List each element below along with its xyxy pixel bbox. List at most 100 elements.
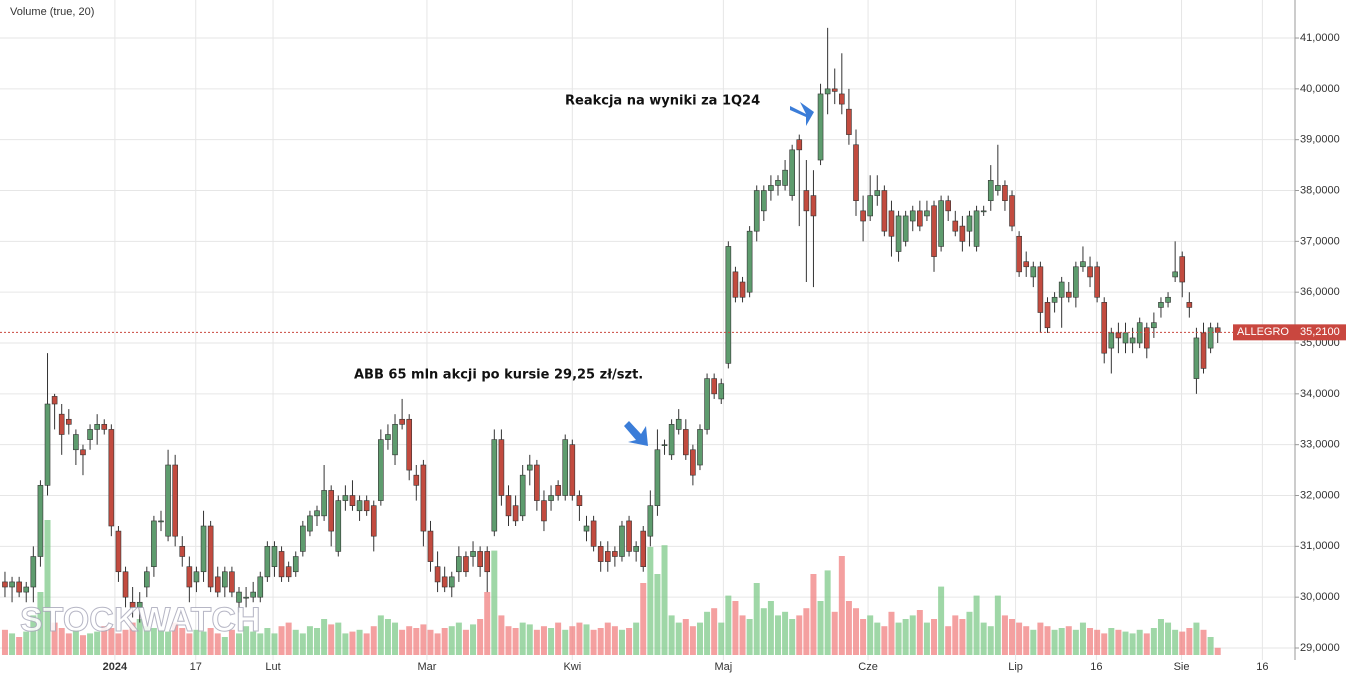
- arrow: [790, 102, 814, 126]
- candle-body: [406, 418, 413, 471]
- candle-body: [193, 571, 200, 583]
- volume-bar: [618, 629, 625, 655]
- candle-body: [200, 525, 207, 573]
- volume-bar: [682, 619, 689, 655]
- volume-bar: [746, 619, 753, 655]
- candle-body: [704, 378, 710, 430]
- candle-body: [1143, 327, 1150, 349]
- volume-bar: [370, 626, 377, 655]
- volume-bar: [356, 629, 363, 655]
- y-tick-label: 33,0000: [1300, 439, 1340, 451]
- candle-body: [959, 225, 966, 242]
- candle-body: [1115, 332, 1122, 339]
- candle-body: [1080, 261, 1086, 268]
- volume-bar: [774, 615, 781, 655]
- candle-body: [370, 505, 377, 537]
- volume-bar: [952, 615, 959, 655]
- candle-body: [1158, 302, 1164, 308]
- volume-bar: [1122, 631, 1129, 655]
- candle-body: [37, 485, 44, 557]
- volume-bar: [278, 626, 285, 655]
- candle-body: [314, 510, 320, 517]
- candle-body: [1214, 327, 1221, 333]
- chart-title: Volume (true, 20): [10, 6, 94, 18]
- volume-bar: [831, 611, 838, 655]
- candle-body: [1009, 195, 1015, 227]
- volume-bar: [732, 601, 739, 655]
- candle-body: [214, 576, 221, 593]
- volume-bar: [94, 631, 101, 655]
- volume-bar: [945, 626, 952, 655]
- candle-body: [300, 525, 306, 552]
- candle-body: [58, 413, 65, 435]
- volume-bar: [79, 635, 86, 655]
- candle-body: [2, 581, 8, 588]
- volume-bar: [640, 583, 647, 655]
- volume-bar: [633, 622, 640, 655]
- volume-bar: [200, 631, 207, 655]
- volume-bar: [484, 592, 491, 655]
- candle-body: [541, 500, 547, 522]
- candle-body: [1051, 296, 1058, 303]
- volume-layer: [1, 520, 1221, 655]
- volume-bar: [803, 608, 810, 655]
- candle-body: [753, 190, 760, 232]
- volume-bar: [1009, 619, 1016, 655]
- volume-bar: [817, 601, 824, 655]
- candle-body: [207, 525, 214, 588]
- volume-bar: [179, 628, 186, 655]
- volume-bar: [760, 608, 767, 655]
- volume-bar: [1157, 619, 1164, 655]
- volume-bar: [349, 631, 356, 655]
- candle-body: [129, 601, 136, 608]
- volume-bar: [519, 622, 526, 655]
- volume-bar: [1044, 626, 1051, 655]
- candle-body: [619, 525, 625, 557]
- volume-bar: [285, 622, 292, 655]
- volume-bar: [427, 629, 434, 655]
- candle-body: [604, 551, 611, 562]
- candle-body: [321, 490, 327, 517]
- volume-bar: [675, 622, 682, 655]
- volume-bar: [1165, 622, 1172, 655]
- candle-body: [661, 444, 668, 446]
- candle-body: [1094, 266, 1100, 298]
- volume-bar: [931, 619, 938, 655]
- volume-bar: [399, 629, 406, 655]
- volume-bar: [87, 633, 94, 655]
- candle-body: [30, 556, 37, 588]
- candle-body: [349, 495, 356, 506]
- candle-body: [548, 495, 554, 501]
- volume-bar: [314, 628, 321, 655]
- volume-bar: [597, 628, 604, 655]
- volume-bar: [462, 629, 469, 655]
- candle-body: [278, 551, 285, 578]
- volume-bar: [845, 601, 852, 655]
- candle-body: [229, 571, 235, 593]
- volume-bar: [250, 631, 257, 655]
- volume-bar: [782, 611, 789, 655]
- candle-body: [739, 281, 746, 298]
- candle-body: [966, 215, 973, 232]
- volume-bar: [101, 626, 108, 655]
- candle-body: [243, 596, 249, 599]
- volume-bar: [824, 570, 831, 655]
- volume-bar: [909, 615, 916, 655]
- volume-bar: [753, 583, 760, 655]
- volume-bar: [1129, 633, 1136, 655]
- candle-body: [470, 551, 476, 557]
- candle-body: [590, 520, 597, 547]
- candle-body: [860, 210, 866, 222]
- y-tick-label: 29,0000: [1300, 642, 1340, 654]
- candle-body: [782, 169, 788, 186]
- candle-body: [569, 444, 576, 496]
- candle-body: [101, 424, 108, 430]
- x-tick-label: Maj: [715, 661, 733, 673]
- candle-body: [980, 210, 987, 213]
- candle-body: [789, 149, 795, 196]
- candle-body: [335, 500, 342, 552]
- candle-body: [924, 210, 930, 217]
- volume-bar: [711, 608, 718, 655]
- candle-body: [626, 520, 632, 552]
- volume-bar: [51, 622, 58, 655]
